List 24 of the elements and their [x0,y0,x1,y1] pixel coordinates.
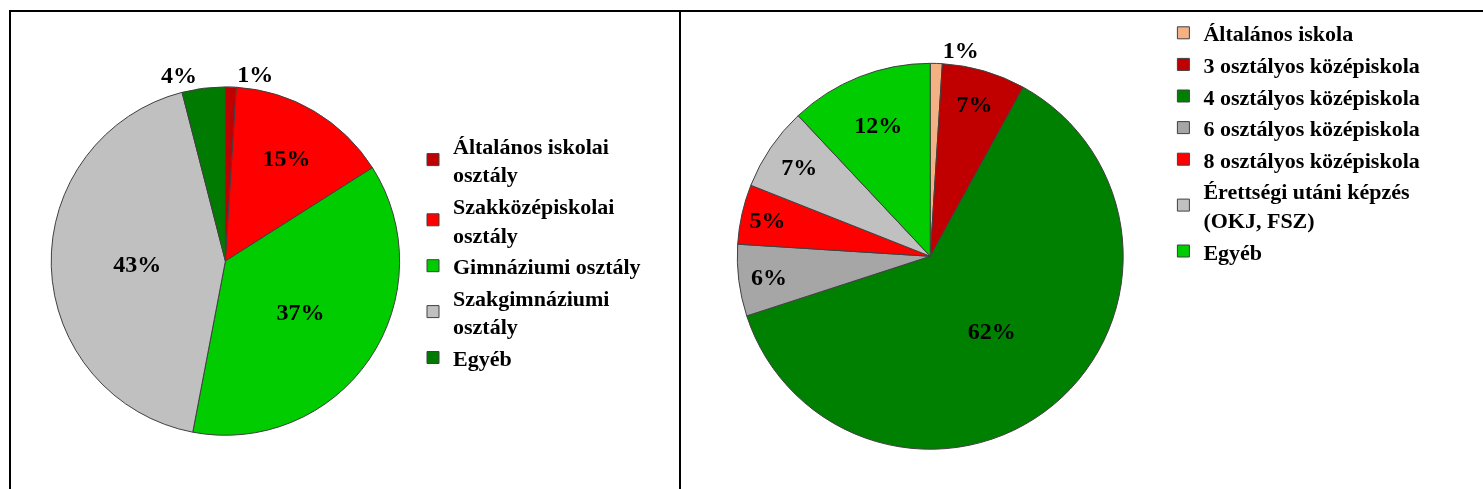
legend-label: Általános iskolai osztály [453,133,609,188]
legend-label: 3 osztályos középiskola [1203,52,1420,78]
legend-label: 6 osztályos középiskola [1203,116,1420,142]
data-label: 15% [262,144,311,171]
data-label: 12% [854,112,903,139]
legend-label: Érettségi utáni képzés (OKJ, FSZ) [1203,179,1410,233]
data-label: 43% [113,250,162,277]
legend-label: Szakgimnáziumi osztály [453,285,610,340]
data-label: 6% [751,263,788,290]
legend-label: Egyéb [453,346,512,372]
data-label: 4% [161,62,198,89]
data-label: 7% [781,154,818,181]
data-label: 62% [967,317,1016,344]
data-label: 5% [749,206,786,233]
data-label: 37% [276,299,325,326]
legend-label: Gimnáziumi osztály [453,254,641,280]
data-label: 7% [956,91,993,118]
data-label: 1% [237,60,274,87]
legend-label: Általános iskola [1203,21,1354,47]
legend-label: 4 osztályos középiskola [1203,84,1420,110]
legend-label: 8 osztályos középiskola [1203,147,1420,173]
legend-label: Egyéb [1203,239,1263,265]
data-label: 1% [942,37,979,64]
legend-label: Szakközépiskolai osztály [453,194,615,248]
